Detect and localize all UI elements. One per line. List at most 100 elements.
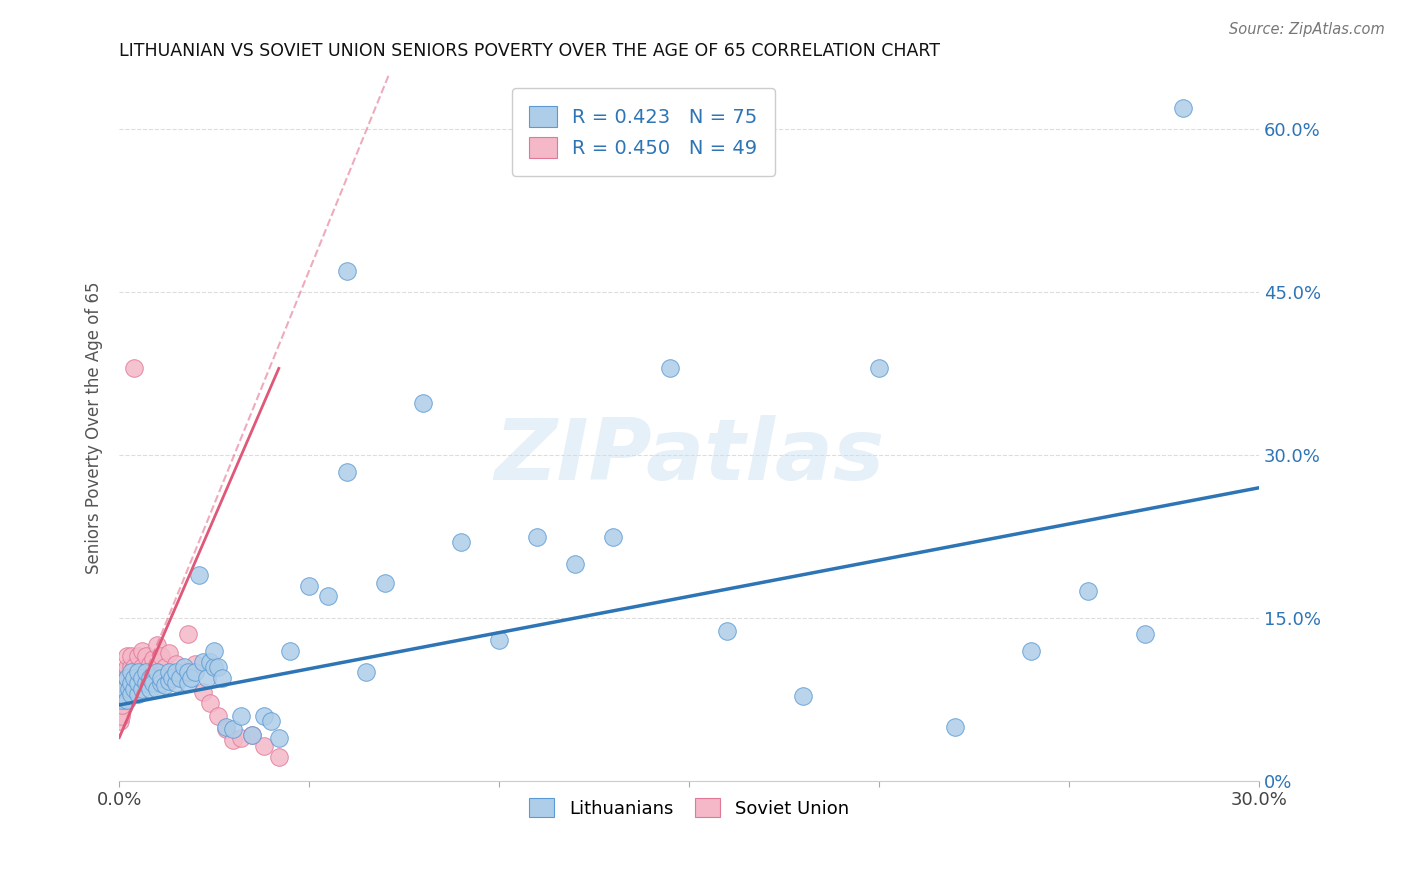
Point (120, 676, 142, 690)
Point (114, 692, 136, 706)
Point (131, 660, 153, 674)
Point (112, 687, 135, 701)
Point (252, 739, 274, 754)
Point (120, 649, 142, 664)
Point (127, 687, 149, 701)
Point (716, 624, 738, 639)
Point (131, 643, 153, 657)
Legend: Lithuanians, Soviet Union: Lithuanians, Soviet Union (522, 790, 856, 825)
Point (184, 665, 207, 680)
Point (1133, 627, 1156, 641)
Point (153, 660, 176, 674)
Point (118, 681, 141, 696)
Point (207, 709, 229, 723)
Point (127, 649, 149, 664)
Point (135, 649, 157, 664)
Point (110, 692, 132, 706)
Point (112, 676, 135, 690)
Point (602, 530, 624, 544)
Point (188, 567, 211, 582)
Point (450, 535, 472, 549)
Point (138, 681, 160, 696)
Point (191, 685, 214, 699)
Point (112, 681, 135, 696)
Point (260, 714, 283, 729)
Point (112, 676, 135, 690)
Point (943, 720, 966, 734)
Point (184, 657, 207, 671)
Point (127, 676, 149, 690)
Point (222, 732, 245, 747)
Point (146, 665, 169, 680)
Point (176, 627, 198, 641)
Text: ZIPatlas: ZIPatlas (494, 415, 884, 498)
Point (157, 674, 180, 689)
Point (180, 671, 202, 685)
Point (214, 722, 236, 736)
Point (131, 681, 153, 696)
Point (120, 665, 142, 680)
Point (124, 681, 146, 696)
Point (115, 671, 138, 685)
Point (165, 676, 187, 690)
Y-axis label: Seniors Poverty Over the Age of 65: Seniors Poverty Over the Age of 65 (86, 282, 103, 574)
Point (146, 638, 169, 652)
Point (240, 728, 263, 742)
Point (118, 676, 141, 690)
Point (176, 665, 198, 680)
Point (142, 676, 165, 690)
Point (142, 652, 165, 666)
Point (354, 665, 377, 680)
Point (127, 665, 149, 680)
Point (115, 649, 138, 664)
Point (267, 731, 290, 745)
Point (1019, 643, 1042, 657)
Point (1171, 101, 1194, 115)
Point (169, 671, 191, 685)
Point (169, 671, 191, 685)
Point (173, 660, 195, 674)
Point (200, 655, 222, 669)
Point (222, 722, 245, 736)
Point (150, 671, 173, 685)
Point (162, 671, 184, 685)
Point (165, 657, 187, 671)
Point (124, 671, 146, 685)
Text: Source: ZipAtlas.com: Source: ZipAtlas.com (1229, 22, 1385, 37)
Point (162, 671, 184, 685)
Text: LITHUANIAN VS SOVIET UNION SENIORS POVERTY OVER THE AGE OF 65 CORRELATION CHART: LITHUANIAN VS SOVIET UNION SENIORS POVER… (120, 42, 941, 60)
Point (157, 665, 180, 680)
Point (115, 660, 138, 674)
Point (229, 709, 252, 723)
Point (200, 696, 222, 710)
Point (114, 671, 136, 685)
Point (124, 361, 146, 376)
Point (131, 671, 153, 685)
Point (138, 657, 160, 671)
Point (316, 590, 339, 604)
Point (211, 671, 233, 685)
Point (252, 709, 274, 723)
Point (165, 665, 187, 680)
Point (120, 681, 142, 696)
Point (114, 681, 136, 696)
Point (120, 671, 142, 685)
Point (240, 728, 263, 742)
Point (659, 361, 682, 376)
Point (124, 676, 146, 690)
Point (112, 665, 135, 680)
Point (138, 671, 160, 685)
Point (110, 709, 132, 723)
Point (121, 665, 143, 680)
Point (146, 681, 169, 696)
Point (112, 687, 135, 701)
Point (191, 655, 214, 669)
Point (153, 678, 176, 692)
Point (135, 665, 157, 680)
Point (374, 576, 396, 591)
Point (214, 720, 236, 734)
Point (298, 578, 321, 592)
Point (150, 649, 173, 664)
Point (868, 361, 890, 376)
Point (115, 692, 138, 706)
